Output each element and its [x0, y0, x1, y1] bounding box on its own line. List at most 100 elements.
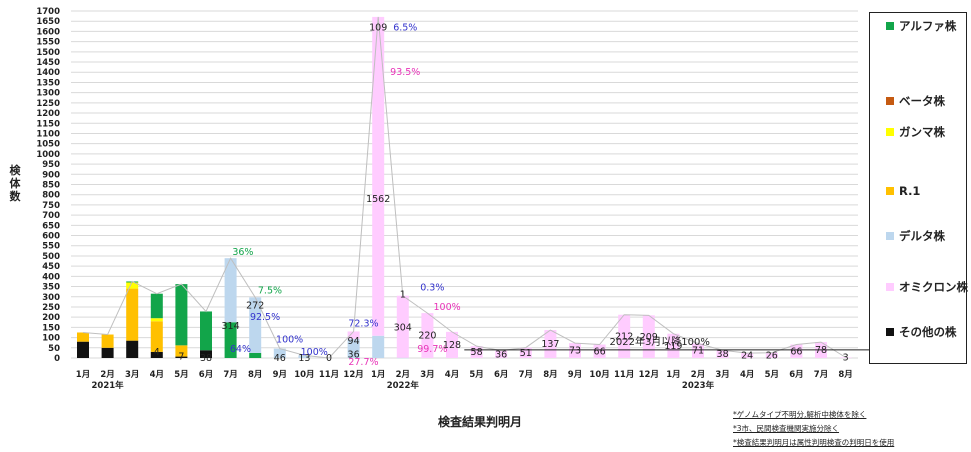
data-label: 272: [246, 301, 264, 312]
bar-segment: [790, 344, 803, 358]
bar-segment: [765, 352, 778, 358]
y-tick-label: 950: [42, 160, 60, 170]
y-tick-label: 800: [42, 191, 60, 201]
data-label: 38: [717, 349, 729, 360]
legend-item: オミクロン株: [886, 279, 968, 295]
bar-segment: [446, 331, 458, 358]
bar-segment: [175, 356, 188, 358]
y-tick-label: 1450: [36, 58, 60, 68]
footnote-1: *ゲノムタイプ不明分,解析中検体を除く: [733, 410, 867, 419]
y-tick-label: 900: [42, 170, 60, 180]
legend-item: ベータ株: [886, 93, 945, 109]
bar-segment: [519, 347, 532, 358]
bar-segment: [692, 343, 704, 358]
x-tick-label: 8月: [248, 370, 262, 380]
y-tick-label: 0: [54, 354, 60, 364]
x-tick-label: 4月: [150, 370, 164, 380]
y-axis-label: 検体数: [9, 164, 21, 203]
y-tick-label: 1300: [36, 89, 60, 99]
data-label: 1562: [366, 194, 390, 205]
footnote-3: *検査結果判明月は属性判明検査の判明日を使用: [733, 438, 895, 447]
bar-segment: [150, 318, 163, 322]
legend-label: デルタ株: [899, 229, 945, 243]
x-tick-label: 1月: [666, 370, 680, 380]
x-tick-label: 5月: [765, 370, 779, 380]
y-tick-label: 600: [42, 232, 60, 242]
x-tick-label: 11月: [614, 370, 634, 380]
bar-segment: [224, 322, 237, 358]
data-label: 100%: [433, 302, 460, 313]
x-tick-label: 2月: [100, 370, 114, 380]
year-label: 2023年: [682, 380, 715, 391]
bar-segment: [716, 350, 729, 358]
data-label: 3: [843, 353, 849, 364]
y-tick-label: 1100: [36, 129, 60, 139]
data-label: 128: [443, 340, 461, 351]
legend-swatch: [886, 128, 894, 136]
data-label: 36: [348, 349, 360, 360]
data-label: 27.7%: [348, 357, 378, 368]
x-tick-label: 11月: [319, 370, 339, 380]
data-label: 109: [369, 22, 387, 33]
bar-segment: [372, 16, 385, 336]
bar-segment: [175, 284, 188, 346]
x-axis-title: 検査結果判明月: [437, 415, 522, 429]
footnotes: *ゲノムタイプ不明分,解析中検体を除く *3市、民間検査機関実施分除く *検査結…: [733, 408, 894, 450]
y-tick-label: 1650: [36, 17, 60, 27]
data-label: 26: [766, 350, 778, 361]
year-label: 2022年: [387, 380, 420, 391]
bar-segment: [77, 332, 89, 342]
data-label: 212: [615, 331, 633, 342]
legend-label: R.1: [899, 184, 921, 198]
x-tick-label: 1月: [371, 370, 385, 380]
bar-segment: [150, 293, 163, 319]
bar-segment: [347, 338, 360, 358]
data-label: 304: [394, 322, 412, 333]
y-tick-label: 400: [42, 272, 60, 282]
bar-segment: [741, 353, 754, 358]
x-tick-label: 12月: [639, 370, 659, 380]
data-label: 94: [348, 336, 360, 347]
data-label: 72.3%: [348, 318, 378, 329]
bar-segment: [396, 357, 409, 359]
y-tick-label: 650: [42, 221, 60, 231]
y-tick-label: 1350: [36, 78, 60, 88]
bar-segment: [77, 341, 89, 358]
y-tick-label: 1700: [36, 7, 60, 17]
legend-swatch: [886, 283, 894, 291]
legend-swatch: [886, 22, 894, 30]
x-tick-label: 10月: [294, 370, 314, 380]
bar-segment: [470, 346, 483, 358]
data-label: 66: [790, 346, 802, 357]
x-tick-label: 4月: [445, 370, 459, 380]
x-tick-label: 7月: [519, 370, 533, 380]
bar-segment: [396, 295, 409, 358]
legend-swatch: [886, 232, 894, 240]
legend-label: その他の株: [899, 325, 957, 339]
legend-item: アルファ株: [886, 18, 956, 34]
x-tick-label: 10月: [589, 370, 609, 380]
data-label: 119: [664, 341, 682, 352]
x-tick-label: 5月: [174, 370, 188, 380]
x-tick-label: 2月: [691, 370, 705, 380]
year-label: 2021年: [92, 380, 125, 391]
x-tick-labels: 1月 2月 3月 4月 5月 6月 7月 8月 9月 10月 11月 12月 1月 2月 3月 4月 5月 6月 7…: [76, 370, 853, 391]
data-label: 100%: [301, 347, 328, 358]
legend-item: デルタ株: [886, 228, 945, 244]
total-line: [82, 16, 846, 359]
y-tick-label: 1400: [36, 68, 60, 78]
data-label: 7.5%: [258, 286, 282, 297]
y-tick-label: 1000: [36, 150, 60, 160]
data-label: 92.5%: [250, 312, 280, 323]
bar-segment: [593, 344, 606, 358]
x-tick-label: 5月: [469, 370, 483, 380]
bar-segment: [544, 330, 557, 358]
x-tick-label: 9月: [568, 370, 582, 380]
bar-segment: [273, 348, 286, 358]
data-label: 93.5%: [390, 67, 420, 78]
x-tick-label: 1月: [76, 370, 90, 380]
y-tick-label: 1550: [36, 38, 60, 48]
bar-segment: [249, 297, 262, 353]
